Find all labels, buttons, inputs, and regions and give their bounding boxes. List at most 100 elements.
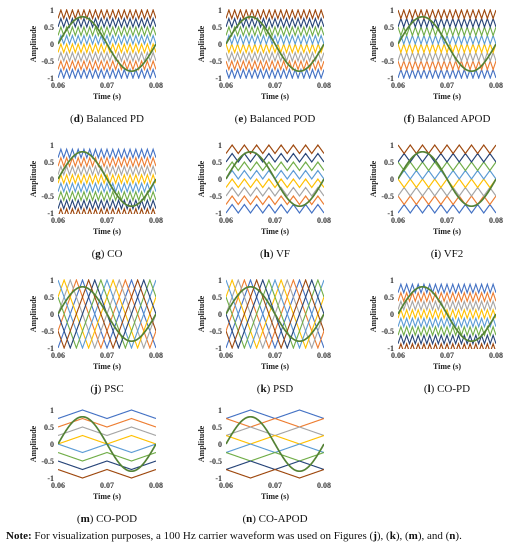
- caption-paren: (: [424, 383, 428, 395]
- plot-area: [398, 282, 496, 349]
- carrier-line: [398, 9, 496, 21]
- y-axis-label: Amplitude: [29, 425, 38, 462]
- x-tick-label: 0.08: [317, 216, 331, 225]
- y-tick-label: 0: [218, 440, 222, 449]
- caption-tag: f: [407, 113, 411, 125]
- carrier-line: [58, 16, 156, 29]
- carrier-line: [226, 186, 324, 197]
- carrier-line: [226, 203, 324, 214]
- modulating-sine: [226, 150, 324, 208]
- x-axis-label: Time (s): [93, 362, 121, 371]
- y-tick-label: 1: [218, 276, 222, 285]
- y-tick-label: 0.5: [44, 158, 54, 167]
- carrier-line: [58, 198, 156, 211]
- carrier-line: [226, 279, 324, 349]
- y-tick-label: 0.5: [212, 158, 222, 167]
- caption-paren: (: [260, 248, 264, 260]
- carrier-line: [226, 42, 324, 55]
- panel-g: 1 0.5 0 -0.5 -10.06 0.07 0.08 Time (s) Amplitude…: [29, 141, 163, 260]
- y-axis-label: Amplitude: [29, 160, 38, 197]
- carrier-line: [58, 172, 156, 186]
- x-axis-label: Time (s): [261, 92, 289, 101]
- caption-paren: ): [243, 113, 249, 125]
- y-axis-label: Amplitude: [369, 25, 378, 62]
- plot-area: [58, 279, 156, 349]
- caption-paren: (: [242, 513, 246, 525]
- caption-tag: k: [260, 383, 267, 395]
- caption-paren: (: [257, 383, 261, 395]
- caption-tag: l: [428, 383, 431, 395]
- carrier-line: [398, 203, 496, 214]
- modulating-sine: [398, 285, 496, 343]
- y-tick-label: 0: [390, 175, 394, 184]
- carrier-line: [58, 155, 156, 169]
- caption-tag: d: [74, 113, 80, 125]
- modulating-sine: [58, 415, 156, 473]
- x-axis-label: Time (s): [261, 492, 289, 501]
- panel-f: 1 0.5 0 -0.5 -10.06 0.07 0.08 Time (s) Amplitude…: [369, 6, 503, 125]
- panel-caption: (n) CO-APOD: [242, 513, 307, 525]
- x-tick-label: 0.07: [440, 351, 454, 360]
- y-tick-label: -0.5: [381, 327, 394, 336]
- modulating-sine: [226, 15, 324, 73]
- footnote-text: For visualization purposes, a 100 Hz car…: [31, 530, 374, 542]
- carrier-line: [226, 161, 324, 172]
- y-tick-label: -1: [47, 209, 54, 218]
- x-tick-label: 0.08: [149, 216, 163, 225]
- carrier-line: [398, 333, 496, 346]
- y-tick-label: 0.5: [384, 23, 394, 32]
- x-tick-label: 0.06: [219, 481, 233, 490]
- caption-title: CO-POD: [96, 513, 137, 525]
- y-axis-label: Amplitude: [197, 295, 206, 332]
- caption-title: VF: [276, 248, 290, 260]
- y-axis-label: Amplitude: [369, 295, 378, 332]
- plot-area: [226, 409, 324, 479]
- x-tick-label: 0.06: [391, 351, 405, 360]
- caption-paren: ): [101, 248, 107, 260]
- modulating-sine: [58, 150, 156, 208]
- x-tick-label: 0.08: [317, 481, 331, 490]
- panel-caption: (k) PSD: [257, 383, 293, 395]
- y-tick-label: -1: [47, 344, 54, 353]
- x-tick-label: 0.06: [391, 81, 405, 90]
- carrier-line: [58, 181, 156, 194]
- carrier-line: [226, 451, 324, 462]
- carrier-line: [58, 9, 156, 21]
- carrier-line: [58, 409, 156, 420]
- y-tick-label: 0.5: [384, 293, 394, 302]
- carrier-line: [226, 426, 324, 437]
- x-tick-label: 0.08: [489, 351, 503, 360]
- panel-e: 1 0.5 0 -0.5 -10.06 0.07 0.08 Time (s) Amplitude…: [197, 6, 331, 125]
- panel-caption: (l) CO-PD: [424, 383, 470, 395]
- panel-m: 1 0.5 0 -0.5 -10.06 0.07 0.08 Time (s) Amplitude…: [29, 406, 163, 525]
- modulating-sine: [226, 415, 324, 473]
- carrier-line: [398, 186, 496, 197]
- caption-title: CO: [107, 248, 122, 260]
- y-tick-label: 1: [50, 141, 54, 150]
- x-tick-label: 0.07: [100, 81, 114, 90]
- x-tick-label: 0.07: [100, 481, 114, 490]
- caption-title: CO-PD: [437, 383, 470, 395]
- x-tick-label: 0.06: [219, 81, 233, 90]
- y-tick-label: 0.5: [44, 23, 54, 32]
- caption-tag: h: [264, 248, 270, 260]
- carrier-line: [226, 9, 324, 21]
- carrier-line: [58, 279, 156, 349]
- panel-j: 1 0.5 0 -0.5 -10.06 0.07 0.08 Time (s) Amplitude…: [29, 276, 163, 395]
- carrier-line: [398, 42, 496, 55]
- y-tick-label: 1: [390, 6, 394, 15]
- y-tick-label: 0: [390, 310, 394, 319]
- y-tick-label: 0: [390, 40, 394, 49]
- caption-title: PSD: [273, 383, 293, 395]
- caption-title: Balanced PD: [86, 113, 144, 125]
- y-tick-label: -0.5: [41, 457, 54, 466]
- y-tick-label: 0: [50, 175, 54, 184]
- plot-area: [398, 144, 496, 214]
- footnote-ref-k: k: [389, 530, 396, 542]
- x-axis-label: Time (s): [93, 92, 121, 101]
- panel-l: 1 0.5 0 -0.5 -10.06 0.07 0.08 Time (s) Amplitude…: [369, 276, 503, 395]
- carrier-line: [58, 468, 156, 479]
- caption-tag: g: [95, 248, 101, 260]
- caption-title: VF2: [444, 248, 464, 260]
- caption-paren: ): [80, 113, 86, 125]
